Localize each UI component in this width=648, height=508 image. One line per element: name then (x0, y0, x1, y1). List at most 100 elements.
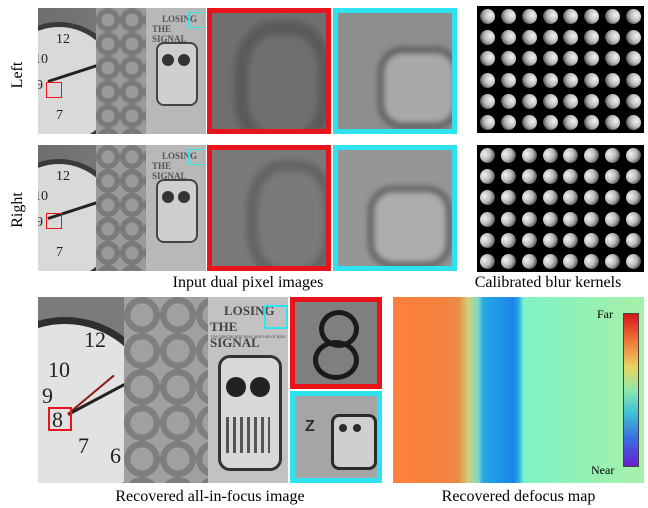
caption-calibrated-kernels: Calibrated blur kernels (474, 274, 622, 291)
robot-figure-eye (353, 424, 361, 432)
blur-kernel (563, 211, 579, 227)
blur-kernel (605, 51, 621, 67)
lego-column (124, 297, 208, 483)
blur-kernel (521, 232, 537, 248)
blur-kernel (605, 30, 621, 46)
robot-face (156, 42, 198, 106)
book-title-line2: THE SIGNAL (152, 24, 187, 44)
caption-recovered-defocus-map: Recovered defocus map (441, 488, 596, 505)
blur-kernel (605, 169, 621, 185)
blur-kernel (500, 253, 516, 269)
blur-kernel (500, 148, 516, 164)
robot-eye-left (226, 377, 246, 397)
blur-kernel (626, 232, 642, 248)
blur-kernel (605, 93, 621, 109)
book-title-line2: THE SIGNAL (210, 319, 260, 350)
cyan-inset-marker (264, 305, 288, 329)
blur-kernel (521, 51, 537, 67)
sharp-robot-figure (331, 414, 377, 470)
blur-kernel (479, 30, 495, 46)
blur-kernel (479, 211, 495, 227)
blur-kernel (563, 30, 579, 46)
blur-kernel (479, 253, 495, 269)
blur-kernel (521, 9, 537, 25)
right-cyan-crop (333, 145, 457, 271)
blur-kernel (479, 93, 495, 109)
lego-column (96, 145, 146, 271)
blur-kernel (542, 253, 558, 269)
blur-kernel (626, 9, 642, 25)
robot-eye-left (162, 191, 174, 203)
blur-kernel (563, 148, 579, 164)
blur-kernel (584, 190, 600, 206)
red-inset-marker (48, 407, 72, 431)
right-red-crop (207, 145, 331, 271)
blur-kernel (542, 190, 558, 206)
book-subtitle: The Spectacular Rise and Fall of BlackBe… (210, 335, 286, 340)
blur-kernel (605, 232, 621, 248)
clock-numeral-7: 7 (56, 245, 63, 260)
blur-kernel (563, 93, 579, 109)
blur-kernel (479, 148, 495, 164)
blur-kernel (542, 211, 558, 227)
blur-kernel (605, 148, 621, 164)
clock-numeral-9: 9 (42, 383, 53, 408)
blur-kernel (521, 211, 537, 227)
blurred-robot-figure (378, 47, 452, 129)
blur-kernel (500, 169, 516, 185)
blur-kernel (542, 232, 558, 248)
blur-kernel (626, 114, 642, 130)
robot-eye-right (250, 377, 270, 397)
blur-kernel (542, 51, 558, 67)
blur-kernel (605, 253, 621, 269)
clock-numeral-9: 9 (38, 78, 43, 93)
left-dual-pixel-image: 12 10 9 7 LOSING THE SIGNAL (38, 8, 206, 134)
robot-eye-right (178, 54, 190, 66)
left-blur-kernels (477, 6, 644, 133)
blur-kernel (521, 148, 537, 164)
recovered-defocus-map: Far Near (393, 297, 644, 483)
clock-numeral-10: 10 (48, 357, 70, 382)
robot-eye-left (162, 54, 174, 66)
blur-kernel (563, 51, 579, 67)
book-title-line1: LOSING (162, 151, 198, 161)
blur-kernel (584, 253, 600, 269)
blur-kernel (479, 114, 495, 130)
blur-kernel (626, 211, 642, 227)
left-cyan-crop (333, 8, 457, 134)
robot-face (218, 355, 282, 471)
robot-face (156, 179, 198, 243)
blur-kernel (542, 9, 558, 25)
blur-kernel (500, 232, 516, 248)
blur-kernel (521, 72, 537, 88)
blur-kernel (521, 30, 537, 46)
blur-kernel (479, 51, 495, 67)
blur-kernel (521, 114, 537, 130)
clock-numeral-7: 7 (56, 108, 63, 123)
row-label-left: Left (9, 61, 26, 89)
blur-kernel (479, 190, 495, 206)
blur-kernel (626, 72, 642, 88)
blur-kernel (626, 51, 642, 67)
robot-figure-eye (339, 424, 347, 432)
blur-kernel (542, 169, 558, 185)
clock-numeral-10: 10 (38, 189, 48, 204)
caption-input-dual-pixel: Input dual pixel images (172, 274, 324, 291)
right-blur-kernels (477, 145, 644, 272)
cyan-inset-marker (188, 12, 204, 28)
blur-kernel (605, 72, 621, 88)
clock-numeral-10: 10 (38, 52, 48, 67)
clock-numeral-12: 12 (84, 327, 106, 352)
blur-kernel (542, 148, 558, 164)
recovered-cyan-crop: Z (290, 391, 382, 483)
blur-kernel (605, 9, 621, 25)
book-title-line1: LOSING (224, 303, 275, 318)
blur-kernel (584, 169, 600, 185)
blur-kernel (500, 114, 516, 130)
clock-numeral-7: 7 (78, 433, 89, 458)
cyan-inset-marker (188, 149, 204, 165)
blur-kernel (584, 232, 600, 248)
blur-kernel (479, 72, 495, 88)
book-title-line2: THE SIGNAL (152, 161, 187, 181)
blur-kernel (605, 211, 621, 227)
